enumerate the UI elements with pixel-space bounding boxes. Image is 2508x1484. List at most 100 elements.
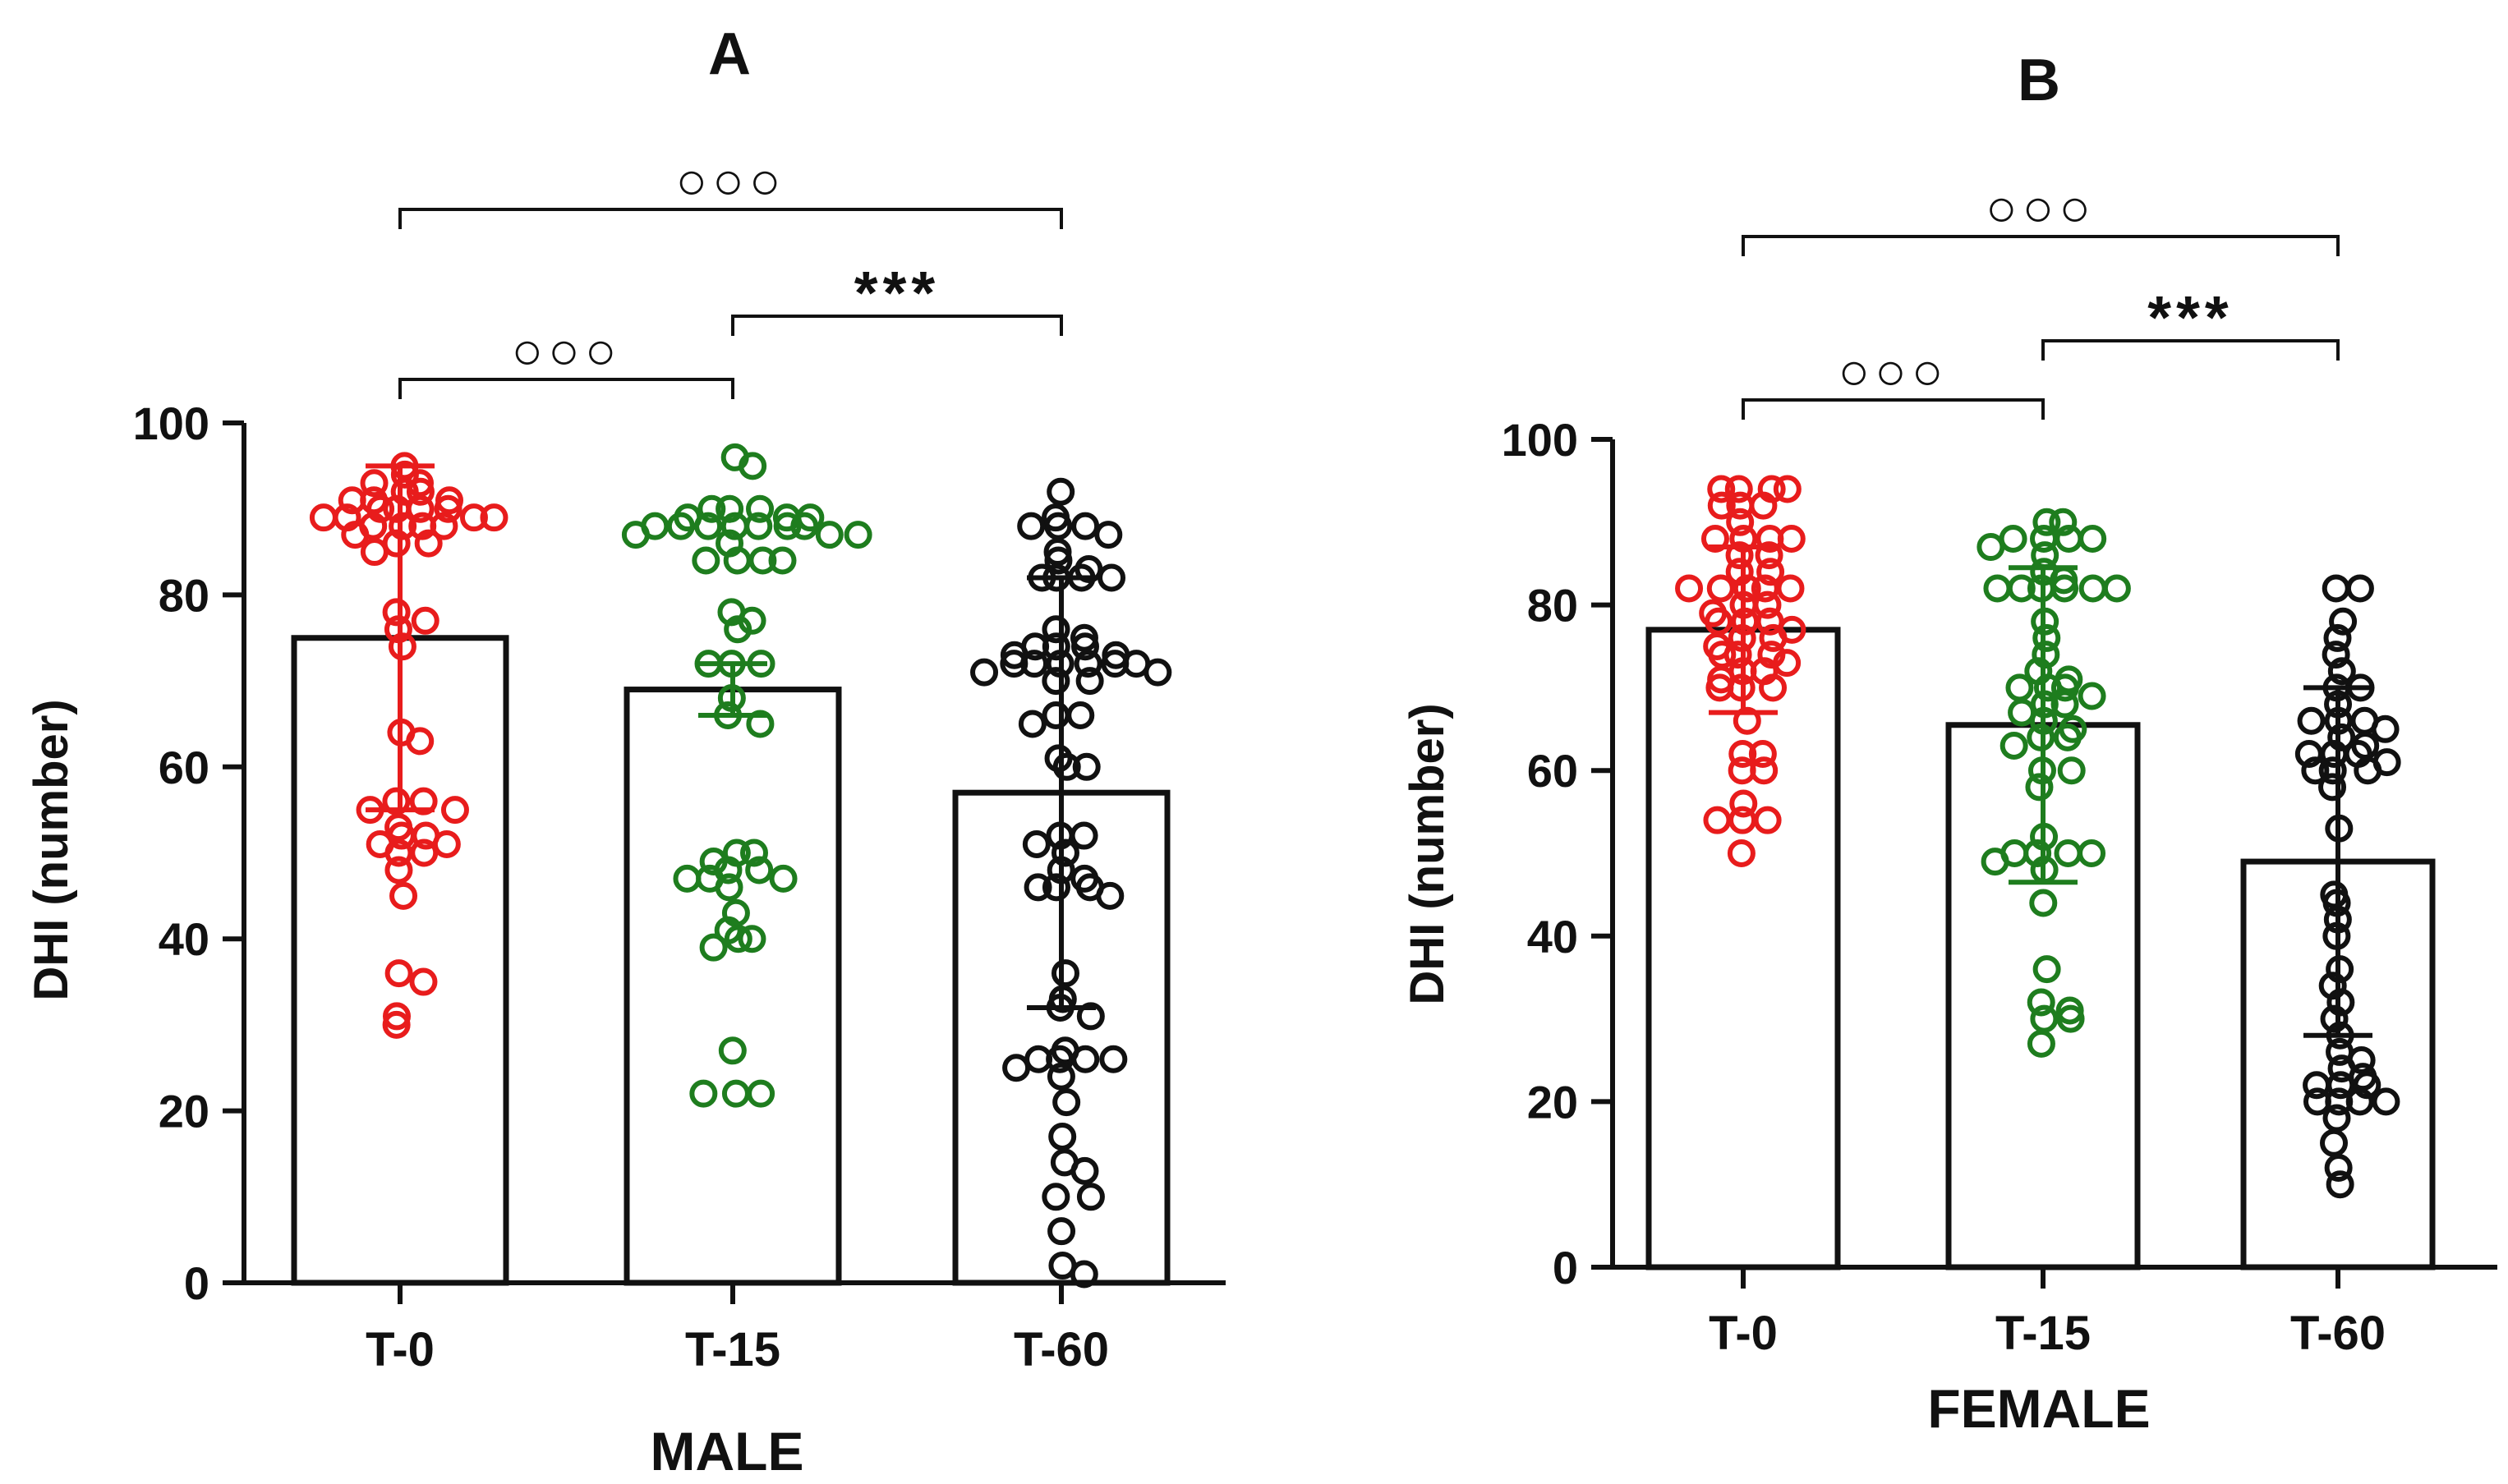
data-point <box>1755 541 1783 570</box>
data-point <box>2326 988 2355 1017</box>
data-point <box>389 881 418 910</box>
data-point <box>1070 632 1099 661</box>
chart-panel-a: A DHI (number) MALE 0 20 40 60 80 100 T-0 T-15 T… <box>25 21 1226 1482</box>
data-point <box>1776 574 1805 603</box>
data-point <box>1018 710 1047 738</box>
data-point <box>389 512 417 540</box>
data-point <box>384 959 413 988</box>
data-point <box>2050 673 2079 702</box>
data-point <box>2318 756 2347 785</box>
data-point <box>2078 574 2107 603</box>
data-point <box>1066 701 1095 729</box>
data-point <box>2345 1087 2374 1116</box>
data-point <box>718 1036 747 1065</box>
y-tick-label: 40 <box>159 913 209 965</box>
significance-label: ○○○ <box>1838 342 1949 401</box>
x-tick-label: T-0 <box>366 1323 435 1376</box>
data-point <box>360 538 389 567</box>
data-point <box>1052 1088 1081 1117</box>
data-point <box>1729 789 1758 818</box>
significance-bracket <box>1742 398 2045 420</box>
y-tick-label: 40 <box>1527 911 1578 963</box>
data-point <box>745 856 774 884</box>
y-tick-label: 100 <box>1502 414 1578 466</box>
data-point <box>1044 546 1073 575</box>
data-point <box>694 512 723 540</box>
data-point <box>2032 508 2061 536</box>
data-point <box>411 606 439 635</box>
data-point <box>2322 574 2350 603</box>
data-point <box>2329 607 2358 636</box>
data-point <box>692 546 720 575</box>
data-point <box>2050 574 2079 603</box>
data-point <box>2050 690 2079 719</box>
data-point <box>1024 873 1052 902</box>
data-point <box>2353 1071 2381 1100</box>
x-axis-label: FEMALE <box>1927 1378 2150 1439</box>
data-point <box>1753 590 1782 619</box>
data-point <box>1074 650 1102 678</box>
data-point <box>1070 1260 1098 1289</box>
data-point <box>1728 740 1757 769</box>
data-point <box>689 1079 718 1108</box>
data-point <box>1675 574 1704 603</box>
x-tick-label: T-60 <box>2290 1307 2386 1360</box>
data-point <box>338 486 366 515</box>
data-point <box>773 512 802 540</box>
data-point <box>2327 657 2356 686</box>
x-tick-label: T-0 <box>1709 1307 1778 1360</box>
y-axis-label: DHI (number) <box>25 699 78 1000</box>
x-tick-label: T-15 <box>685 1323 780 1376</box>
data-point <box>2303 1071 2331 1100</box>
data-point <box>748 546 777 575</box>
data-point <box>621 521 650 549</box>
chart-title: B <box>2018 48 2060 113</box>
data-point <box>2032 623 2061 652</box>
y-axis-label: DHI (number) <box>1401 703 1454 1004</box>
data-point <box>1047 1062 1075 1091</box>
data-point <box>2025 773 2054 802</box>
data-point <box>406 727 435 756</box>
data-point <box>432 830 461 859</box>
data-point <box>1000 650 1029 678</box>
data-point <box>1047 1217 1076 1246</box>
data-point <box>1759 623 1788 652</box>
data-point <box>1071 512 1100 540</box>
data-point <box>409 967 438 996</box>
data-point <box>740 838 769 867</box>
data-point <box>724 925 752 953</box>
data-point <box>434 494 462 523</box>
data-point <box>1981 848 2009 876</box>
data-point <box>1733 706 1761 735</box>
data-point <box>815 521 844 549</box>
data-point <box>746 710 775 738</box>
data-point <box>409 787 438 816</box>
data-point <box>1099 1045 1128 1073</box>
data-point <box>2032 641 2060 669</box>
data-point <box>2324 1154 2353 1183</box>
data-point <box>1999 731 2028 760</box>
significance-bracket <box>731 315 1063 336</box>
chart-title: A <box>708 21 751 87</box>
data-point <box>1706 574 1735 603</box>
data-point <box>1048 1123 1077 1151</box>
significance-label: ○○○ <box>512 321 622 380</box>
data-point <box>1707 475 1736 503</box>
data-point <box>440 796 469 825</box>
y-tick-label: 0 <box>184 1257 209 1309</box>
data-point <box>1723 641 1752 669</box>
data-point <box>2027 988 2055 1017</box>
data-point <box>1042 701 1070 729</box>
data-point <box>699 933 728 962</box>
data-point <box>2320 1128 2349 1157</box>
data-point <box>2005 673 2034 702</box>
data-point <box>2371 714 2400 743</box>
data-point <box>2303 1087 2331 1116</box>
significance-label: ○○○ <box>676 151 786 210</box>
data-point <box>1748 740 1777 769</box>
data-point <box>2294 740 2323 769</box>
data-point <box>2326 1170 2354 1199</box>
data-point <box>2327 723 2356 751</box>
data-point <box>738 925 766 953</box>
